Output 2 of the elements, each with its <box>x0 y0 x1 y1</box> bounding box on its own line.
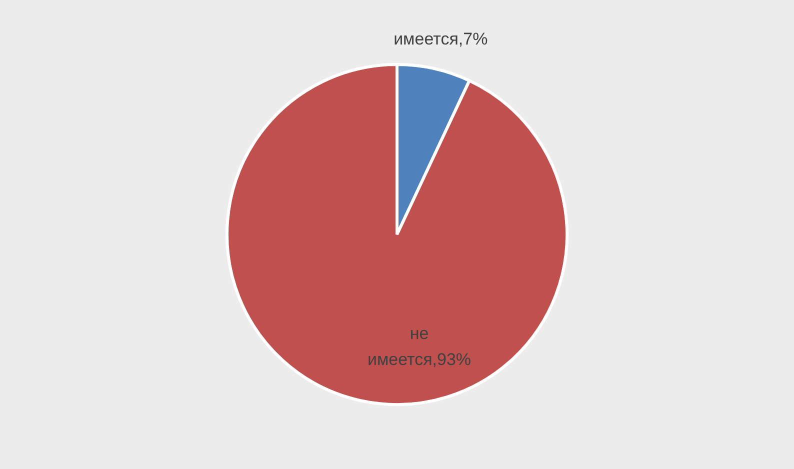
slice-label: не имеется,93% <box>367 324 472 370</box>
slice-label: имеется,7% <box>394 29 488 48</box>
